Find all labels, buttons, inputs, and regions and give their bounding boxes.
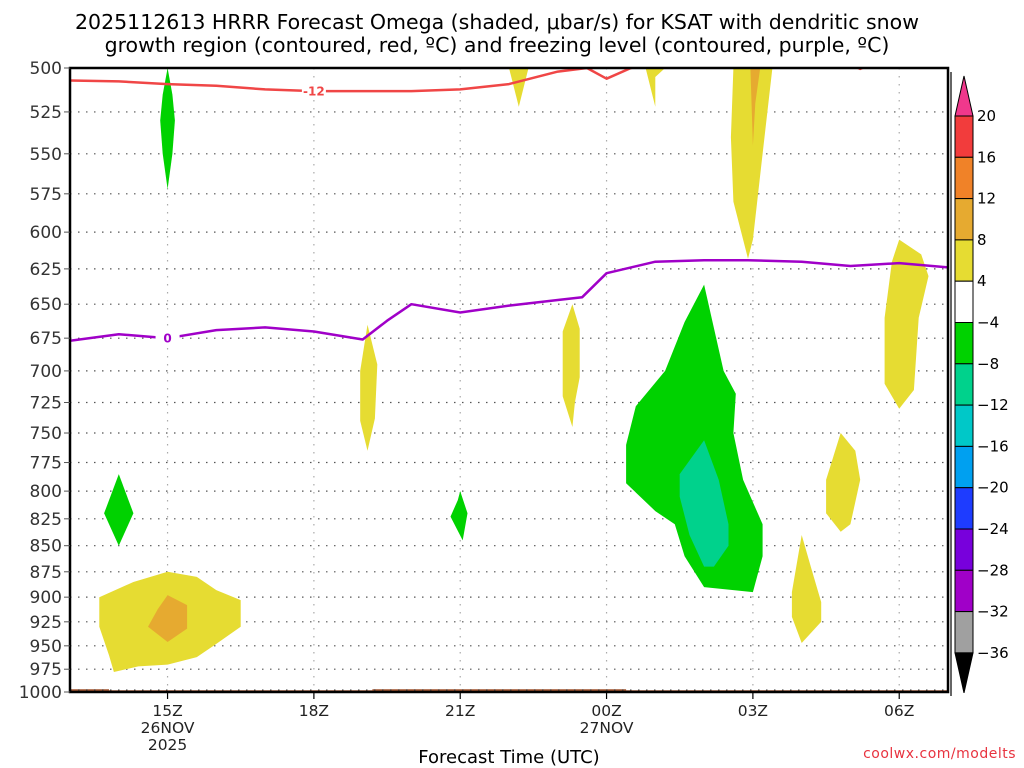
y-tick-label: 525 (30, 103, 62, 123)
y-tick-label: 750 (30, 424, 62, 444)
y-axis: 500 525 550 575 600 625 650 675 700 725 750 775 800 8… (19, 59, 70, 703)
colorbar: 20 16 12 8 4 −4 −8 −12 −16 −20 −24 −28 −32 −36 (950, 72, 1009, 696)
colorbar-label: −4 (977, 314, 999, 332)
y-tick-label: 650 (30, 295, 62, 315)
x-tick-label: 26NOV (141, 719, 195, 737)
omega-region (791, 535, 822, 643)
colorbar-label: −24 (977, 520, 1009, 538)
x-tick-label: 15Z (152, 702, 182, 720)
omega-region (562, 304, 580, 427)
colorbar-label: 12 (977, 190, 996, 208)
contour-label: 0 (163, 332, 171, 346)
y-tick-label: 800 (30, 482, 62, 502)
omega-region (679, 440, 729, 567)
colorbar-swatch (954, 528, 974, 571)
omega-region (826, 433, 861, 532)
x-tick-label: 00Z (591, 702, 621, 720)
y-tick-label: 1000 (19, 683, 62, 703)
omega-region (645, 68, 666, 107)
omega-region (509, 68, 529, 107)
colorbar-label: 20 (977, 107, 996, 125)
contour-label: -12 (303, 85, 325, 99)
colorbar-swatch (954, 569, 974, 613)
chart-title: 2025112613 HRRR Forecast Omega (shaded, … (75, 10, 919, 57)
x-tick-label: 2025 (148, 736, 187, 754)
contour-label-bg (155, 331, 180, 346)
colorbar-swatch (954, 156, 974, 200)
omega-region (884, 239, 929, 409)
colorbar-extend-top (954, 75, 974, 117)
y-tick-label: 850 (30, 537, 62, 557)
y-tick-label: 725 (30, 393, 62, 413)
y-tick-label: 600 (30, 223, 62, 243)
colorbar-label: 8 (977, 231, 987, 249)
y-tick-label: 950 (30, 637, 62, 657)
colorbar-label: −12 (977, 396, 1009, 414)
title-line-1: 2025112613 HRRR Forecast Omega (shaded, … (75, 10, 919, 34)
omega-region (148, 595, 188, 642)
contour-line (70, 258, 948, 343)
omega-region (750, 68, 761, 146)
y-tick-label: 675 (30, 329, 62, 349)
contour-label-bg (301, 84, 326, 99)
credit-link[interactable]: coolwx.com/modelts (863, 746, 1016, 762)
omega-region (626, 284, 763, 593)
contour-line (70, 68, 636, 93)
y-tick-label: 500 (30, 59, 62, 79)
colorbar-label: −16 (977, 437, 1009, 455)
y-tick-label: 825 (30, 510, 62, 530)
omega-region (104, 474, 134, 546)
omega-region (160, 68, 175, 190)
y-tick-label: 575 (30, 185, 62, 205)
y-tick-label: 975 (30, 660, 62, 680)
colorbar-label: −20 (977, 479, 1009, 497)
colorbar-swatch (954, 363, 974, 406)
colorbar-swatch (954, 115, 974, 158)
colorbar-extend-bottom (954, 652, 974, 694)
contour-lines: -12 0 (70, 68, 948, 346)
x-tick-label: 21Z (445, 702, 475, 720)
title-line-2: growth region (contoured, red, ºC) and f… (105, 33, 890, 57)
colorbar-label: −36 (977, 644, 1009, 662)
colorbar-swatch (954, 322, 974, 365)
colorbar-swatch (954, 198, 974, 241)
y-tick-label: 550 (30, 145, 62, 165)
colorbar-swatch (954, 404, 974, 447)
y-tick-label: 625 (30, 260, 62, 280)
x-tick-label: 27NOV (580, 719, 634, 737)
y-tick-label: 875 (30, 563, 62, 583)
colorbar-label: 16 (977, 148, 996, 166)
omega-region (730, 68, 773, 259)
x-tick-label: 18Z (299, 702, 329, 720)
y-tick-label: 900 (30, 588, 62, 608)
omega-shaded-regions (99, 68, 929, 672)
colorbar-label: −28 (977, 561, 1009, 579)
colorbar-swatch (954, 611, 974, 654)
y-tick-label: 775 (30, 454, 62, 474)
x-axis-title: Forecast Time (UTC) (418, 747, 599, 768)
colorbar-label: 4 (977, 272, 987, 290)
omega-region (450, 491, 468, 541)
x-tick-label: 03Z (738, 702, 768, 720)
colorbar-swatch (954, 239, 974, 282)
colorbar-swatch (954, 487, 974, 530)
colorbar-label: −8 (977, 355, 999, 373)
y-tick-label: 925 (30, 613, 62, 633)
omega-region (360, 324, 378, 451)
y-tick-label: 700 (30, 362, 62, 382)
colorbar-label: −32 (977, 603, 1009, 621)
plot-frame (68, 66, 950, 694)
colorbar-swatch (954, 280, 974, 324)
colorbar-swatch (954, 445, 974, 489)
x-tick-label: 06Z (884, 702, 914, 720)
